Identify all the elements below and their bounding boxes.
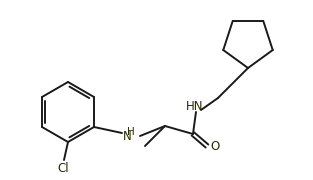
- Text: HN: HN: [186, 100, 203, 112]
- Text: O: O: [210, 141, 219, 154]
- Text: N: N: [123, 130, 132, 143]
- Text: Cl: Cl: [57, 162, 69, 175]
- Text: H: H: [127, 127, 135, 137]
